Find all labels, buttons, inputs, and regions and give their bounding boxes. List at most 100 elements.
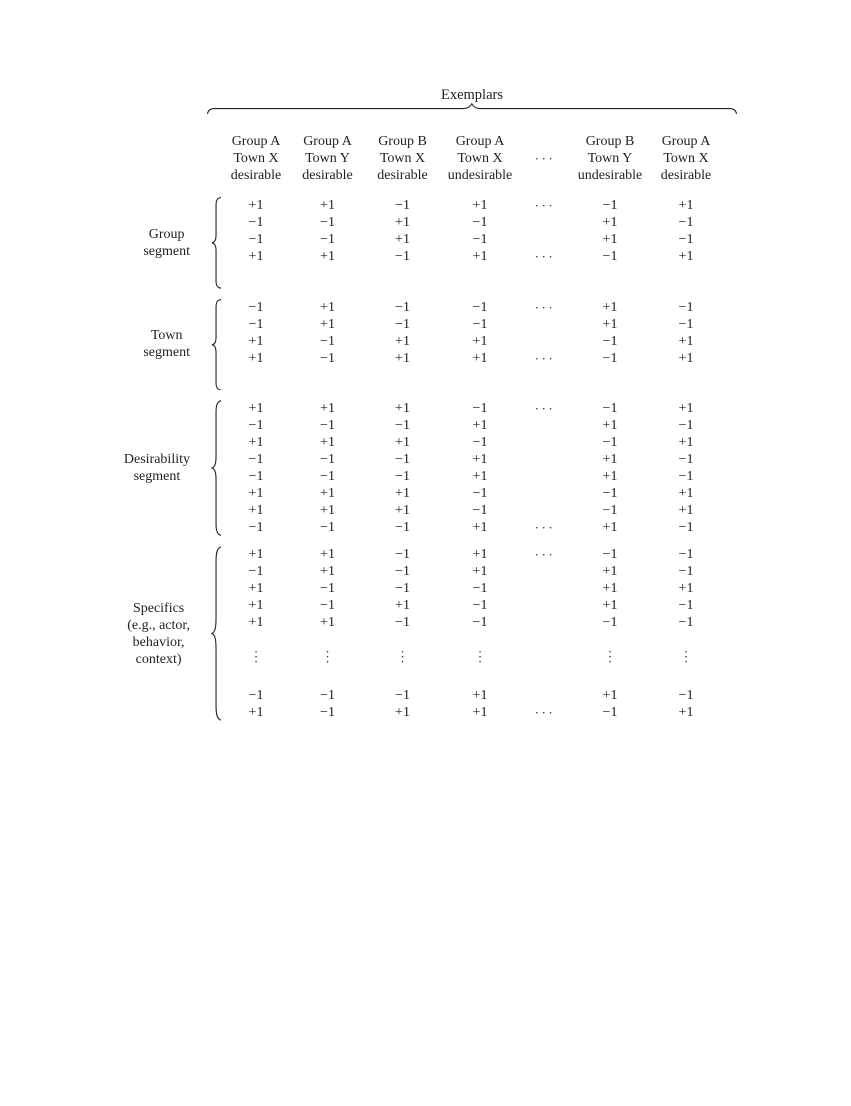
matrix-cell: −1 bbox=[472, 401, 488, 417]
header-line: Group A bbox=[455, 134, 505, 149]
segment-label-text: Town segment bbox=[143, 327, 190, 361]
matrix-cell: −1 bbox=[472, 581, 488, 597]
segment-rows: +1 +1 −1 +1 ··· −1 −1 −1 +1 −1 +1 +1 −1 +1 −1 −1 −1 +1 +1 +… bbox=[222, 546, 722, 721]
vdots-cell: · · · bbox=[222, 645, 290, 668]
header-line: Town X bbox=[457, 151, 503, 166]
matrix-cell: −1 bbox=[320, 581, 335, 597]
matrix-cell: −1 bbox=[320, 688, 335, 704]
matrix-cell: +1 bbox=[248, 486, 264, 502]
matrix-cell: +1 bbox=[472, 564, 488, 580]
matrix-cell: −1 bbox=[320, 215, 335, 230]
matrix-cell: +1 bbox=[602, 520, 618, 536]
matrix-cell: +1 bbox=[678, 249, 694, 264]
matrix-cell: −1 bbox=[678, 316, 694, 332]
empty-cell bbox=[520, 333, 570, 350]
empty-cell bbox=[520, 687, 570, 704]
matrix-cell: −1 bbox=[395, 316, 410, 332]
matrix-cell: −1 bbox=[678, 469, 694, 485]
cdots-cell: ··· bbox=[534, 520, 556, 536]
header-line: Town Y bbox=[587, 151, 633, 166]
matrix-row: −1 +1 −1 +1 +1 −1 bbox=[222, 563, 722, 580]
matrix-cell: −1 bbox=[320, 705, 335, 721]
matrix-cell: −1 bbox=[472, 615, 488, 631]
segment-label-line: behavior, bbox=[132, 634, 185, 650]
header-line: undesirable bbox=[447, 168, 513, 183]
matrix-cell: −1 bbox=[678, 615, 694, 631]
matrix-cell: −1 bbox=[320, 520, 335, 536]
matrix-cell: +1 bbox=[602, 598, 618, 614]
matrix-segment: Specifics (e.g., actor, behavior, context) … bbox=[118, 546, 722, 721]
matrix-cell: +1 bbox=[395, 333, 410, 349]
matrix-cell: −1 bbox=[678, 299, 694, 315]
segment-label-line: Desirability bbox=[123, 452, 190, 468]
matrix-cell: +1 bbox=[678, 350, 694, 366]
matrix-cell: −1 bbox=[678, 598, 694, 614]
matrix-row: −1 −1 +1 −1 +1 −1 bbox=[222, 214, 722, 231]
column-header: Group A Town Y desirable bbox=[290, 133, 365, 184]
column-header: Group B Town Y undesirable bbox=[570, 133, 650, 184]
matrix-cell: +1 bbox=[248, 598, 264, 614]
empty-cell bbox=[520, 485, 570, 502]
matrix-cell: +1 bbox=[678, 503, 694, 519]
segment-label: Specifics (e.g., actor, behavior, context) bbox=[118, 546, 206, 721]
matrix-cell: +1 bbox=[472, 418, 488, 434]
segment-label: Group segment bbox=[118, 197, 206, 289]
matrix-cell: +1 bbox=[472, 249, 488, 264]
matrix-cell: +1 bbox=[395, 401, 410, 417]
cdots-cell: ··· bbox=[534, 350, 556, 366]
matrix-cell: +1 bbox=[320, 198, 335, 213]
matrix-cell: −1 bbox=[602, 486, 618, 502]
matrix-cell: +1 bbox=[678, 486, 694, 502]
matrix-cell: −1 bbox=[395, 249, 410, 264]
vdots-icon: · · · bbox=[683, 644, 689, 669]
segment-rows: −1 +1 −1 −1 ··· +1 −1 −1 +1 −1 −1 +1 −1 +1 −1 +1 +1 −1 +1 +… bbox=[222, 299, 722, 391]
matrix-cell: −1 bbox=[678, 418, 694, 434]
empty-cell bbox=[520, 468, 570, 485]
segment-label-text: Desirability segment bbox=[124, 451, 190, 485]
matrix-row: +1 +1 +1 −1 −1 +1 bbox=[222, 485, 722, 502]
segment-label-line: Group bbox=[148, 226, 185, 242]
matrix-row: +1 +1 −1 +1 ··· −1 −1 bbox=[222, 546, 722, 563]
matrix-cell: +1 bbox=[602, 418, 618, 434]
header-line bbox=[520, 167, 570, 184]
matrix-cell: −1 bbox=[395, 564, 410, 580]
matrix-cell: −1 bbox=[248, 299, 264, 315]
segment-label-text: Specifics (e.g., actor, behavior, context) bbox=[127, 600, 190, 668]
matrix-row: +1 −1 −1 −1 +1 +1 bbox=[222, 580, 722, 597]
matrix-cell: +1 bbox=[472, 333, 488, 349]
header-line: Town X bbox=[233, 151, 279, 166]
left-curly-brace-icon bbox=[211, 400, 222, 536]
vdots-cell: · · · bbox=[365, 645, 440, 668]
matrix-cell: −1 bbox=[472, 486, 488, 502]
matrix-cell: +1 bbox=[678, 705, 694, 721]
matrix-cell: +1 bbox=[320, 249, 335, 264]
empty-cell bbox=[520, 502, 570, 519]
matrix-cell: −1 bbox=[320, 350, 335, 366]
cdots-cell: ··· bbox=[534, 249, 556, 264]
exemplars-title: Exemplars bbox=[440, 87, 503, 103]
matrix-cell: +1 bbox=[678, 198, 694, 213]
matrix-cell: −1 bbox=[678, 452, 694, 468]
matrix-cell: +1 bbox=[395, 232, 410, 247]
matrix-row: +1 −1 +1 +1 ··· −1 +1 bbox=[222, 350, 722, 367]
matrix-cell: +1 bbox=[248, 333, 264, 349]
segment-brace bbox=[206, 197, 222, 289]
header-line: desirable bbox=[302, 168, 353, 183]
vdots-cell: · · · bbox=[650, 644, 722, 669]
matrix-cell: +1 bbox=[472, 705, 488, 721]
empty-cell bbox=[520, 614, 570, 631]
matrix-cell: +1 bbox=[248, 705, 264, 721]
matrix-cell: +1 bbox=[395, 215, 410, 230]
header-line: Town X bbox=[663, 151, 709, 166]
column-header: Group A Town X desirable bbox=[650, 133, 722, 184]
matrix-cell: +1 bbox=[472, 547, 488, 563]
matrix-cell: −1 bbox=[395, 581, 410, 597]
matrix-cell: −1 bbox=[395, 418, 410, 434]
header-line: Group A bbox=[231, 134, 281, 149]
matrix-cell: −1 bbox=[395, 688, 410, 704]
matrix-cell: +1 bbox=[395, 486, 410, 502]
matrix-row: −1 −1 −1 +1 +1 −1 bbox=[222, 451, 722, 468]
matrix-cell: −1 bbox=[248, 688, 264, 704]
matrix-cell: +1 bbox=[602, 232, 618, 247]
